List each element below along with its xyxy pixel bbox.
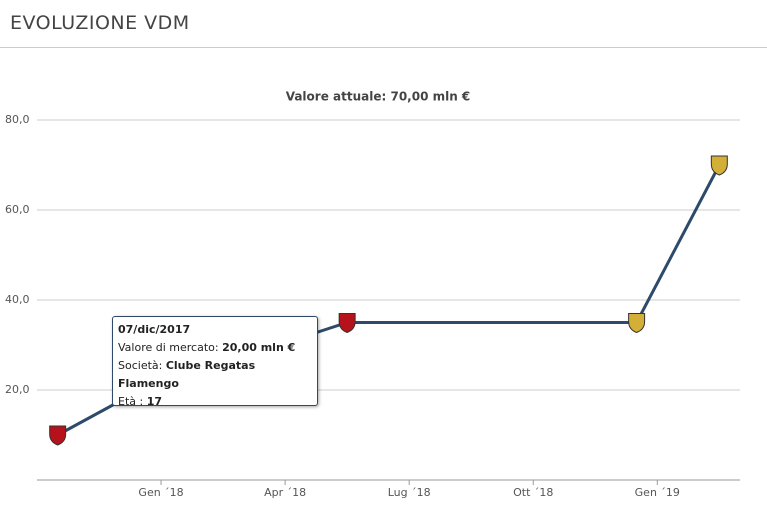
crest-marker — [49, 425, 67, 446]
tooltip-label: Età : — [118, 395, 144, 408]
x-tick-label: Lug ´18 — [388, 486, 431, 499]
x-tick-label: Gen ´18 — [138, 486, 183, 499]
y-tick-label: 80,0 — [5, 113, 30, 126]
tooltip-value: 20,00 mln € — [222, 341, 296, 354]
tooltip-club: Clube Regatas Flamengo — [118, 359, 256, 390]
header-title: EVOLUZIONE VDM — [10, 12, 190, 34]
crest-marker — [710, 155, 728, 176]
y-tick-label: 20,0 — [5, 383, 30, 396]
crest-marker — [628, 313, 646, 334]
tooltip: 07/dic/2017 Valore di mercato: 20,00 mln… — [112, 316, 318, 408]
tooltip-label: Valore di mercato: — [118, 341, 219, 354]
crest-marker — [338, 313, 356, 334]
x-tick-label: Apr ´18 — [264, 486, 306, 499]
tooltip-age: 17 — [146, 395, 163, 408]
chart-subtitle: Valore attuale: 70,00 mln € — [286, 90, 471, 104]
y-tick-label: 40,0 — [5, 293, 30, 306]
x-tick-label: Gen ´19 — [635, 486, 680, 499]
tooltip-date: 07/dic/2017 — [118, 323, 191, 336]
y-tick-label: 60,0 — [5, 203, 30, 216]
tooltip-label: Società: — [118, 359, 163, 372]
divider — [0, 47, 767, 48]
x-tick-label: Ott ´18 — [513, 486, 553, 499]
